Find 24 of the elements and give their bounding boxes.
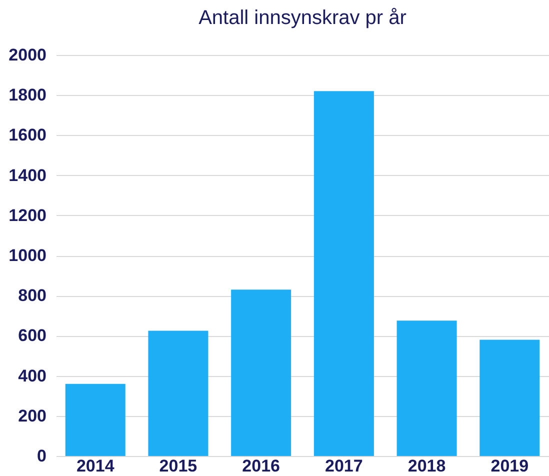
bar — [314, 91, 374, 456]
y-tick-label: 0 — [37, 446, 46, 466]
x-tick-label: 2016 — [242, 456, 280, 476]
y-tick-label: 800 — [18, 286, 46, 306]
y-tick-label: 1000 — [8, 246, 46, 265]
y-tick-label: 1400 — [8, 166, 46, 185]
y-tick-label: 2000 — [8, 46, 46, 64]
x-tick-label: 2014 — [76, 456, 115, 476]
bar — [396, 320, 457, 456]
x-tick-label: 2017 — [325, 456, 363, 476]
chart-title: Antall innsynskrav pr år — [198, 7, 407, 29]
y-tick-label: 1800 — [8, 86, 46, 105]
bar — [480, 340, 540, 456]
y-tick-label: 400 — [18, 366, 46, 386]
y-tick-label: 1200 — [8, 206, 46, 225]
y-tick-label: 200 — [18, 406, 46, 426]
y-tick-label: 600 — [18, 326, 46, 346]
bar — [65, 384, 126, 456]
bar — [231, 290, 292, 456]
y-tick-label: 1600 — [8, 126, 46, 145]
x-tick-label: 2018 — [408, 456, 446, 476]
x-tick-label: 2015 — [159, 456, 198, 476]
x-tick-label: 2019 — [490, 456, 529, 476]
bar — [148, 330, 208, 456]
